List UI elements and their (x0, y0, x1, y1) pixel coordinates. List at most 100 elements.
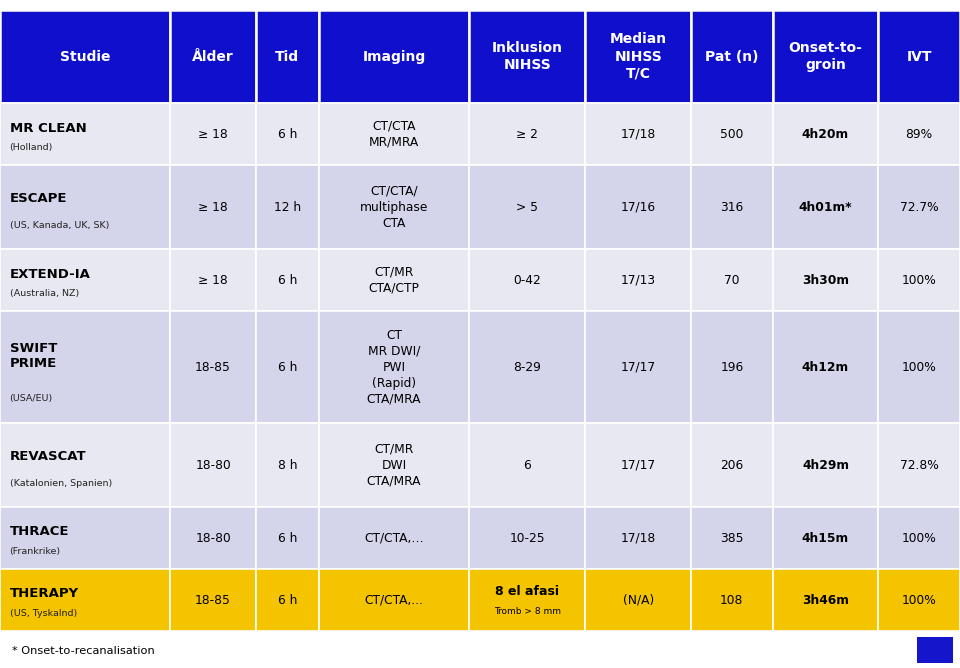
Bar (469, 10, 586, 103)
Bar (691, 10, 773, 103)
Bar (170, 423, 256, 507)
Bar (586, 311, 691, 423)
Bar (469, 569, 586, 631)
Bar (170, 10, 256, 103)
Text: (Australia, NZ): (Australia, NZ) (10, 289, 79, 299)
Bar (170, 103, 256, 166)
Text: 6 h: 6 h (277, 594, 297, 607)
Text: 100%: 100% (901, 274, 936, 287)
Text: 385: 385 (720, 532, 744, 544)
Text: CT/CTA/
multiphase
CTA: CT/CTA/ multiphase CTA (360, 185, 428, 230)
Bar (773, 423, 878, 507)
Text: THRACE: THRACE (10, 525, 69, 538)
Bar (319, 507, 469, 569)
Text: Imaging: Imaging (362, 49, 425, 63)
Bar (256, 10, 319, 103)
Text: REVASCAT: REVASCAT (10, 450, 86, 463)
Bar (773, 507, 878, 569)
Bar (917, 637, 953, 663)
Bar (256, 569, 319, 631)
Text: 18-80: 18-80 (195, 532, 231, 544)
Bar (878, 423, 960, 507)
Text: CT/CTA,...: CT/CTA,... (365, 594, 423, 607)
Text: 316: 316 (720, 201, 743, 214)
Bar (319, 423, 469, 507)
Text: (USA/EU): (USA/EU) (10, 394, 53, 403)
Text: 17/17: 17/17 (621, 458, 656, 472)
Text: 89%: 89% (905, 128, 933, 141)
Text: 10-25: 10-25 (510, 532, 545, 544)
Text: * Onset-to-recanalisation: * Onset-to-recanalisation (12, 647, 155, 657)
Bar (469, 423, 586, 507)
Bar (469, 103, 586, 166)
Text: 6 h: 6 h (277, 361, 297, 373)
Text: 17/16: 17/16 (621, 201, 656, 214)
Bar (691, 507, 773, 569)
Text: 0-42: 0-42 (514, 274, 541, 287)
Bar (586, 103, 691, 166)
Text: 108: 108 (720, 594, 744, 607)
Text: 72.8%: 72.8% (900, 458, 939, 472)
Text: ≥ 18: ≥ 18 (198, 274, 228, 287)
Text: 4h12m: 4h12m (802, 361, 849, 373)
Bar (691, 423, 773, 507)
Bar (691, 569, 773, 631)
Text: 100%: 100% (901, 532, 936, 544)
Text: 206: 206 (720, 458, 743, 472)
Bar (878, 249, 960, 311)
Bar (319, 103, 469, 166)
Text: > 5: > 5 (516, 201, 539, 214)
Bar (586, 10, 691, 103)
Bar (773, 166, 878, 249)
Text: (Frankrike): (Frankrike) (10, 547, 60, 556)
Bar (586, 569, 691, 631)
Text: 500: 500 (720, 128, 744, 141)
Text: ≥ 18: ≥ 18 (198, 128, 228, 141)
Text: 17/13: 17/13 (621, 274, 656, 287)
Bar (0, 166, 170, 249)
Bar (691, 311, 773, 423)
Text: CT
MR DWI/
PWI
(Rapid)
CTA/MRA: CT MR DWI/ PWI (Rapid) CTA/MRA (367, 329, 421, 405)
Bar (170, 507, 256, 569)
Text: (N/A): (N/A) (623, 594, 654, 607)
Text: CT/MR
DWI
CTA/MRA: CT/MR DWI CTA/MRA (367, 443, 421, 488)
Text: Onset-to-
groin: Onset-to- groin (788, 41, 862, 72)
Bar (773, 311, 878, 423)
Text: 8-29: 8-29 (514, 361, 541, 373)
Text: 17/17: 17/17 (621, 361, 656, 373)
Bar (878, 569, 960, 631)
Bar (586, 507, 691, 569)
Bar (170, 311, 256, 423)
Text: SWIFT
PRIME: SWIFT PRIME (10, 342, 57, 370)
Text: Tid: Tid (276, 49, 300, 63)
Text: ≥ 18: ≥ 18 (198, 201, 228, 214)
Bar (319, 311, 469, 423)
Text: Median
NIHSS
T/C: Median NIHSS T/C (610, 32, 667, 81)
Bar (319, 166, 469, 249)
Bar (773, 10, 878, 103)
Text: ESCAPE: ESCAPE (10, 192, 67, 205)
Text: Pat (n): Pat (n) (705, 49, 758, 63)
Text: IVT: IVT (906, 49, 932, 63)
Bar (773, 249, 878, 311)
Bar (0, 103, 170, 166)
Text: 17/18: 17/18 (620, 128, 656, 141)
Text: THERAPY: THERAPY (10, 587, 79, 601)
Bar (691, 103, 773, 166)
Text: 8 h: 8 h (277, 458, 297, 472)
Bar (0, 249, 170, 311)
Text: 12 h: 12 h (274, 201, 300, 214)
Bar (469, 166, 586, 249)
Bar (586, 423, 691, 507)
Text: 18-85: 18-85 (195, 594, 231, 607)
Bar (319, 10, 469, 103)
Bar (469, 311, 586, 423)
Bar (773, 103, 878, 166)
Bar (256, 423, 319, 507)
Text: 196: 196 (720, 361, 743, 373)
Text: Tromb > 8 mm: Tromb > 8 mm (493, 607, 561, 616)
Text: Ålder: Ålder (192, 49, 234, 63)
Bar (256, 166, 319, 249)
Text: EXTEND-IA: EXTEND-IA (10, 268, 90, 281)
Bar (319, 569, 469, 631)
